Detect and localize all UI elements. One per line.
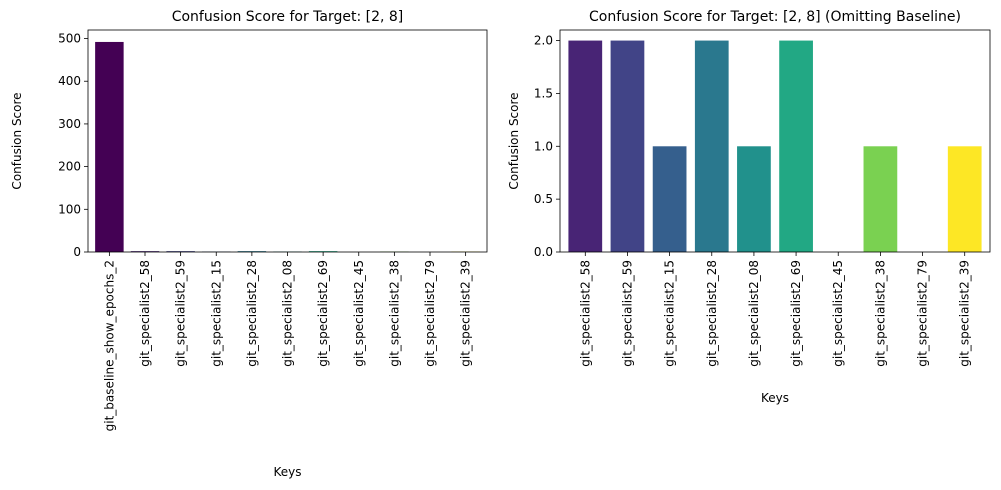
y-tick-label: 0.5 (534, 192, 553, 206)
x-tick-label: git_specialist2_79 (423, 260, 437, 367)
y-axis-label: Confusion Score (10, 92, 24, 189)
x-tick-label: git_specialist2_28 (705, 260, 719, 367)
chart-title: Confusion Score for Target: [2, 8] (172, 9, 404, 25)
x-tick-label: git_specialist2_69 (789, 260, 803, 367)
y-axis-label: Confusion Score (507, 92, 521, 189)
x-tick-label: git_specialist2_08 (747, 260, 761, 367)
bar-git_specialist2_59 (610, 40, 645, 252)
x-tick-label: git_specialist2_69 (316, 260, 330, 367)
x-tick-label: git_specialist2_79 (916, 260, 930, 367)
x-tick-label: git_specialist2_39 (958, 260, 972, 367)
x-axis-label: Keys (761, 391, 789, 405)
x-tick-label: git_specialist2_58 (138, 260, 152, 367)
bar-git_baseline_show_epochs_2 (95, 41, 124, 253)
x-tick-label: git_specialist2_59 (174, 260, 188, 367)
chart-right: 0.0 0.5 1.0 1.5 2.0 git_specialist2_58 git_spe… (507, 9, 991, 405)
y-tick-label: 1.5 (534, 86, 553, 100)
y-tick-label: 400 (58, 74, 81, 88)
y-tick-label: 1.0 (534, 139, 553, 153)
x-tick-label: git_specialist2_39 (459, 260, 473, 367)
bar-git_specialist2_58 (568, 40, 603, 252)
bar-git_specialist2_28 (694, 40, 729, 252)
x-tick-label: git_specialist2_59 (620, 260, 634, 367)
chart-title: Confusion Score for Target: [2, 8] (Omit… (589, 9, 961, 25)
x-tick-label: git_specialist2_58 (578, 260, 592, 367)
y-tick-label: 300 (58, 117, 81, 131)
y-tick-label: 0 (73, 245, 81, 259)
x-tick-label: git_specialist2_08 (281, 260, 295, 367)
x-tick-label: git_specialist2_38 (387, 260, 401, 367)
x-tick-label: git_specialist2_28 (245, 260, 259, 367)
bar-git_specialist2_08 (737, 146, 771, 252)
y-tick-label: 500 (58, 32, 81, 46)
y-tick-label: 100 (58, 202, 81, 216)
x-tick-label: git_specialist2_45 (831, 260, 845, 367)
axes-frame (87, 29, 488, 253)
bar-git_specialist2_58 (130, 251, 160, 252)
x-tick-label: git_specialist2_15 (209, 260, 223, 367)
bar-git_specialist2_69 (779, 40, 813, 252)
axes-frame (559, 29, 991, 253)
bar-git_specialist2_59 (166, 251, 195, 252)
bar-git_specialist2_28 (237, 251, 267, 252)
bar-git_specialist2_69 (308, 251, 338, 252)
y-tick-label: 2.0 (534, 34, 553, 48)
x-tick-label: git_specialist2_38 (873, 260, 887, 367)
x-tick-label: git_specialist2_45 (352, 260, 366, 367)
x-tick-label: git_specialist2_15 (663, 260, 677, 367)
chart-left: 0 100 200 300 400 500 git_baseline_show_epochs… (10, 9, 488, 479)
bar-git_specialist2_39 (947, 146, 982, 252)
x-axis-label: Keys (273, 465, 301, 479)
x-tick-label: git_baseline_show_epochs_2 (102, 260, 116, 431)
bar-git_specialist2_38 (863, 146, 898, 252)
y-tick-label: 0.0 (534, 245, 553, 259)
bar-git_specialist2_15 (652, 146, 687, 252)
y-tick-label: 200 (58, 160, 81, 174)
